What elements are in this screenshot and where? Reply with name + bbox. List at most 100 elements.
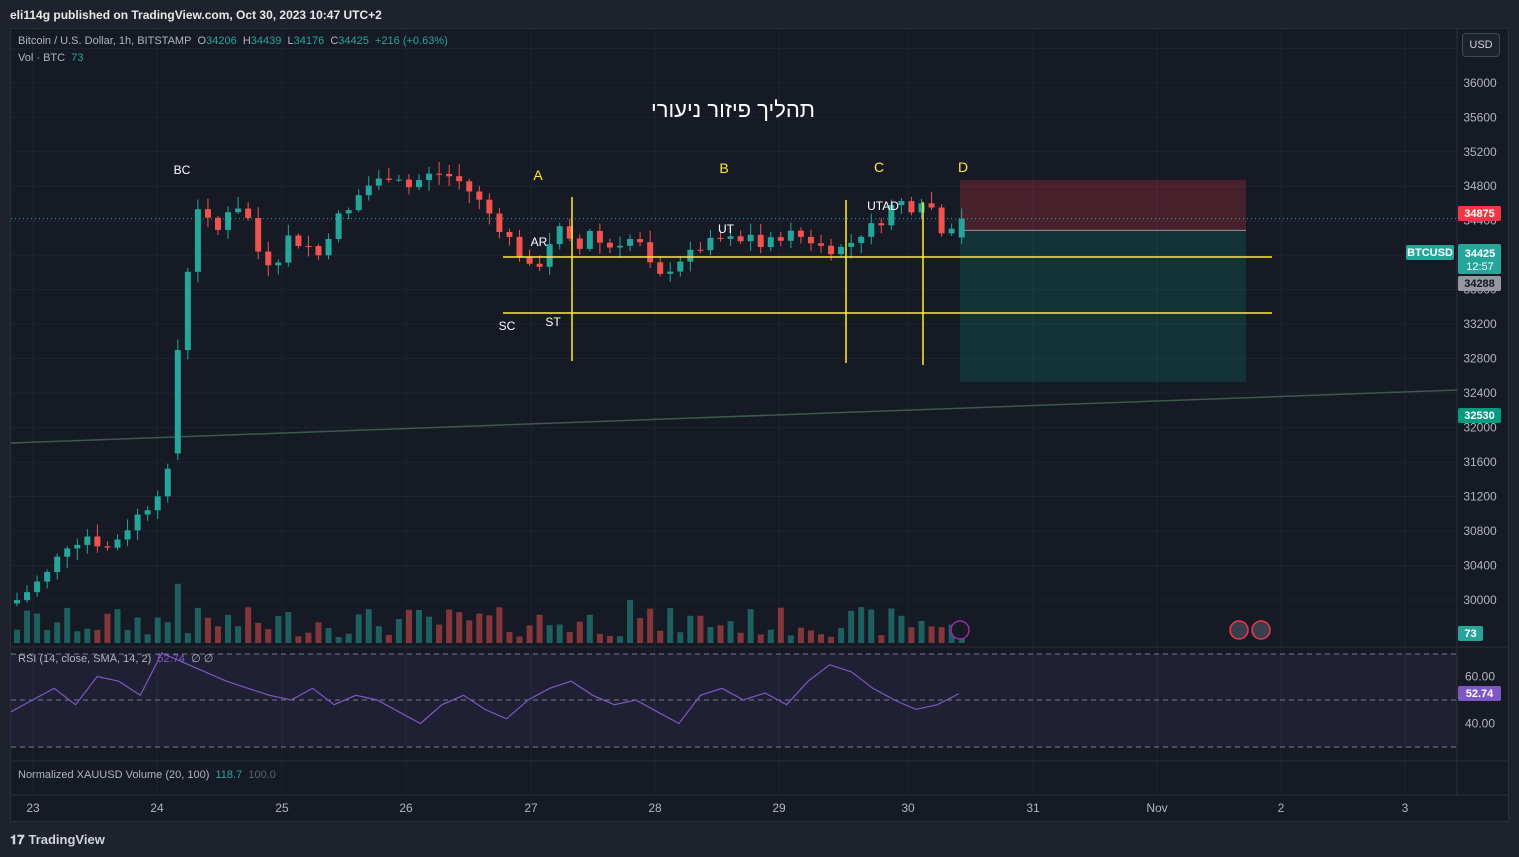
candle-body — [737, 236, 744, 242]
last-price-tag: 34425 — [1465, 248, 1496, 260]
candle-body — [14, 600, 20, 604]
volume-bar — [245, 607, 252, 643]
volume-bar — [44, 629, 51, 643]
candle-body — [617, 245, 623, 248]
volume-bar — [797, 627, 804, 643]
candle-body — [84, 536, 91, 545]
brand-label: TradingView — [28, 832, 105, 847]
volume-bar — [74, 631, 81, 643]
candle-body — [677, 261, 684, 272]
volume-bar — [174, 583, 181, 643]
candle-body — [667, 271, 674, 274]
volume-bar — [104, 613, 111, 643]
candle-body — [506, 231, 513, 237]
candle-body — [235, 208, 242, 213]
candle-body — [456, 176, 463, 182]
volume-bar — [405, 609, 412, 643]
volume-bar — [64, 607, 71, 643]
open-value: 34206 — [206, 35, 237, 47]
volume-bar — [365, 609, 372, 643]
volume-bar — [14, 629, 20, 643]
candle-body — [446, 173, 453, 177]
currency-button[interactable]: USD — [1462, 33, 1500, 57]
volume-tag-bg — [1458, 626, 1483, 641]
volume-bar — [938, 627, 945, 643]
event-icons — [950, 620, 1271, 640]
price-tick-label: 30000 — [1463, 593, 1497, 607]
volume-bar — [536, 614, 543, 643]
volume-bar — [144, 634, 151, 643]
candle-body — [848, 242, 855, 247]
candle-body — [777, 237, 784, 241]
candle-body — [556, 226, 563, 245]
rsi-price-tag: 52.74 — [1466, 688, 1494, 700]
candle-body — [797, 230, 804, 237]
candle-body — [124, 530, 131, 540]
st-label: ST — [545, 315, 561, 329]
price-tick-label: 32000 — [1463, 421, 1497, 435]
phase-c-label: C — [874, 159, 884, 175]
rsi-line — [10, 652, 960, 725]
volume-value: 73 — [71, 52, 84, 64]
high-label: H — [242, 35, 251, 47]
volume-bar — [928, 626, 935, 643]
candle-body — [707, 237, 714, 251]
candle-body — [144, 510, 151, 515]
volume-legend: Vol · BTC 73 — [18, 52, 83, 64]
volume-bar — [265, 629, 272, 643]
tradingview-logo[interactable]: 𝟏𝟕 TradingView — [10, 832, 105, 848]
candle-body — [395, 179, 402, 181]
volume-bar — [114, 609, 121, 643]
candle-body — [807, 236, 814, 244]
volume-bar — [194, 607, 201, 643]
candle-body — [305, 245, 312, 247]
volume-bar — [627, 600, 634, 643]
volume-bar — [305, 632, 312, 643]
candle-body — [938, 207, 945, 234]
volume-bar — [727, 621, 734, 643]
candle-body — [958, 218, 965, 238]
xau-label: Normalized XAUUSD Volume (20, 100) — [18, 769, 210, 781]
price-tick-label: 35600 — [1463, 110, 1497, 124]
volume-bar — [526, 625, 533, 643]
volume-bar — [617, 636, 623, 643]
symbol-tag: BTCUSD — [1407, 247, 1453, 259]
price-axis: 30000 30400 30800 31200 31600 32000 32400 32800… — [1463, 76, 1497, 731]
time-tick-label: 30 — [901, 801, 915, 815]
volume-bar — [154, 617, 161, 643]
target-price-tag: 32530 — [1464, 410, 1495, 422]
volume-bar — [858, 607, 865, 643]
volume-bar — [717, 625, 724, 643]
trendline — [10, 218, 1458, 444]
volume-bar — [828, 636, 835, 643]
candle-body — [476, 191, 483, 200]
volume-bar — [446, 609, 453, 643]
volume-bar — [345, 633, 352, 643]
volume-bar — [375, 626, 382, 643]
xau-value2: 100.0 — [248, 769, 276, 781]
candle-body — [416, 180, 422, 188]
candles — [14, 161, 965, 607]
candle-body — [697, 249, 704, 251]
candle-body — [868, 223, 875, 237]
candle-body — [928, 203, 935, 208]
candle-body — [546, 244, 553, 267]
candle-body — [325, 238, 332, 256]
time-tick-label: 27 — [524, 801, 538, 815]
candle-body — [64, 548, 71, 557]
countdown-tag: 12:57 — [1466, 261, 1494, 273]
volume-bar — [285, 612, 292, 643]
time-tick-label: 23 — [26, 801, 40, 815]
price-tick-label: 33200 — [1463, 317, 1497, 331]
volume-bar — [325, 628, 332, 643]
candle-body — [496, 213, 503, 232]
chart-frame[interactable] — [10, 28, 1509, 822]
last-price-tag-bg — [1458, 244, 1501, 274]
volume-bar — [426, 616, 433, 643]
volume-bar — [134, 617, 141, 643]
candle-body — [637, 239, 644, 243]
volume-bar — [767, 629, 774, 643]
candle-body — [566, 226, 573, 239]
volume-bar — [476, 613, 483, 643]
